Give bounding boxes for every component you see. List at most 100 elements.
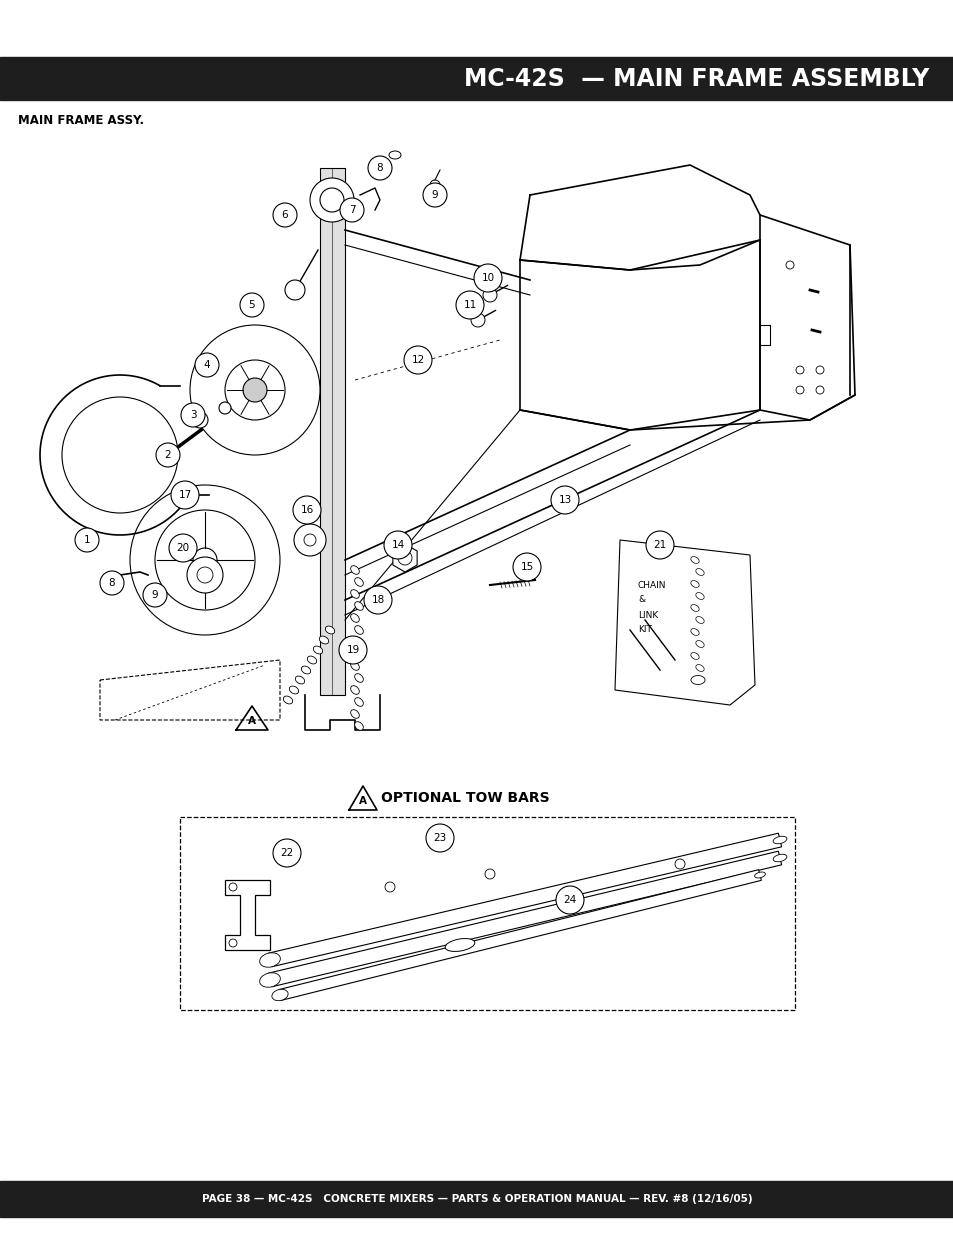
Circle shape <box>795 387 803 394</box>
Ellipse shape <box>351 589 359 598</box>
Ellipse shape <box>690 580 699 588</box>
Ellipse shape <box>690 652 699 659</box>
Circle shape <box>156 443 180 467</box>
Ellipse shape <box>355 673 363 682</box>
Circle shape <box>130 485 280 635</box>
Circle shape <box>194 353 219 377</box>
Ellipse shape <box>389 151 400 159</box>
Polygon shape <box>278 869 760 1000</box>
Circle shape <box>385 882 395 892</box>
Circle shape <box>484 869 495 879</box>
Ellipse shape <box>355 721 363 730</box>
Text: A: A <box>358 797 367 806</box>
Circle shape <box>795 366 803 374</box>
Circle shape <box>192 412 208 429</box>
Text: 10: 10 <box>481 273 494 283</box>
Ellipse shape <box>351 637 359 646</box>
Text: A: A <box>248 716 255 726</box>
Ellipse shape <box>301 666 311 674</box>
Text: 8: 8 <box>376 163 383 173</box>
Ellipse shape <box>690 629 699 636</box>
Text: 13: 13 <box>558 495 571 505</box>
Ellipse shape <box>695 664 703 672</box>
Circle shape <box>229 883 236 890</box>
Ellipse shape <box>695 641 703 647</box>
Circle shape <box>474 264 501 291</box>
Ellipse shape <box>355 650 363 658</box>
Circle shape <box>273 839 301 867</box>
Ellipse shape <box>272 989 288 1000</box>
Bar <box>180 818 794 1010</box>
Ellipse shape <box>355 578 363 587</box>
Text: 2: 2 <box>165 450 172 459</box>
Text: 17: 17 <box>178 490 192 500</box>
Ellipse shape <box>690 676 704 684</box>
Bar <box>0 57 953 100</box>
Text: 22: 22 <box>280 848 294 858</box>
Circle shape <box>293 496 320 524</box>
Text: 20: 20 <box>176 543 190 553</box>
Circle shape <box>551 487 578 514</box>
Text: 23: 23 <box>433 832 446 844</box>
Circle shape <box>364 585 392 614</box>
Text: 12: 12 <box>411 354 424 366</box>
Circle shape <box>219 403 231 414</box>
Text: CHAIN: CHAIN <box>638 580 666 589</box>
Text: 18: 18 <box>371 595 384 605</box>
Circle shape <box>430 180 439 190</box>
Circle shape <box>62 396 178 513</box>
Ellipse shape <box>259 952 280 967</box>
Text: MAIN FRAME ASSY.: MAIN FRAME ASSY. <box>18 114 144 127</box>
Circle shape <box>100 571 124 595</box>
Ellipse shape <box>307 656 316 664</box>
Circle shape <box>319 188 344 212</box>
Ellipse shape <box>325 626 335 634</box>
Circle shape <box>171 480 199 509</box>
Ellipse shape <box>445 939 475 951</box>
Circle shape <box>482 288 497 303</box>
Ellipse shape <box>351 685 359 694</box>
Ellipse shape <box>351 566 359 574</box>
Circle shape <box>411 351 429 369</box>
Bar <box>319 168 345 695</box>
Circle shape <box>193 548 216 572</box>
Circle shape <box>403 346 432 374</box>
Circle shape <box>285 280 305 300</box>
Circle shape <box>229 939 236 947</box>
Ellipse shape <box>695 568 703 576</box>
Text: MC-42S  — MAIN FRAME ASSEMBLY: MC-42S — MAIN FRAME ASSEMBLY <box>463 67 928 90</box>
Circle shape <box>422 183 447 207</box>
Ellipse shape <box>355 626 363 635</box>
Ellipse shape <box>283 697 293 704</box>
Ellipse shape <box>259 973 280 987</box>
Circle shape <box>304 534 315 546</box>
Circle shape <box>368 156 392 180</box>
Ellipse shape <box>351 662 359 671</box>
Text: LINK: LINK <box>638 610 658 620</box>
Circle shape <box>675 860 684 869</box>
Ellipse shape <box>289 687 298 694</box>
Circle shape <box>240 293 264 317</box>
Ellipse shape <box>690 557 699 563</box>
Ellipse shape <box>754 872 764 878</box>
Circle shape <box>294 524 326 556</box>
Circle shape <box>339 198 364 222</box>
Ellipse shape <box>355 698 363 706</box>
Ellipse shape <box>319 636 329 643</box>
Text: 24: 24 <box>563 895 576 905</box>
Circle shape <box>225 359 285 420</box>
Text: 3: 3 <box>190 410 196 420</box>
Circle shape <box>415 354 424 366</box>
Ellipse shape <box>313 646 322 653</box>
Circle shape <box>513 553 540 580</box>
Ellipse shape <box>351 710 359 719</box>
Circle shape <box>785 261 793 269</box>
Circle shape <box>815 366 823 374</box>
Text: 19: 19 <box>346 645 359 655</box>
Text: 8: 8 <box>109 578 115 588</box>
Circle shape <box>426 824 454 852</box>
Circle shape <box>397 551 412 564</box>
Polygon shape <box>615 540 754 705</box>
Ellipse shape <box>351 614 359 622</box>
Circle shape <box>645 531 673 559</box>
